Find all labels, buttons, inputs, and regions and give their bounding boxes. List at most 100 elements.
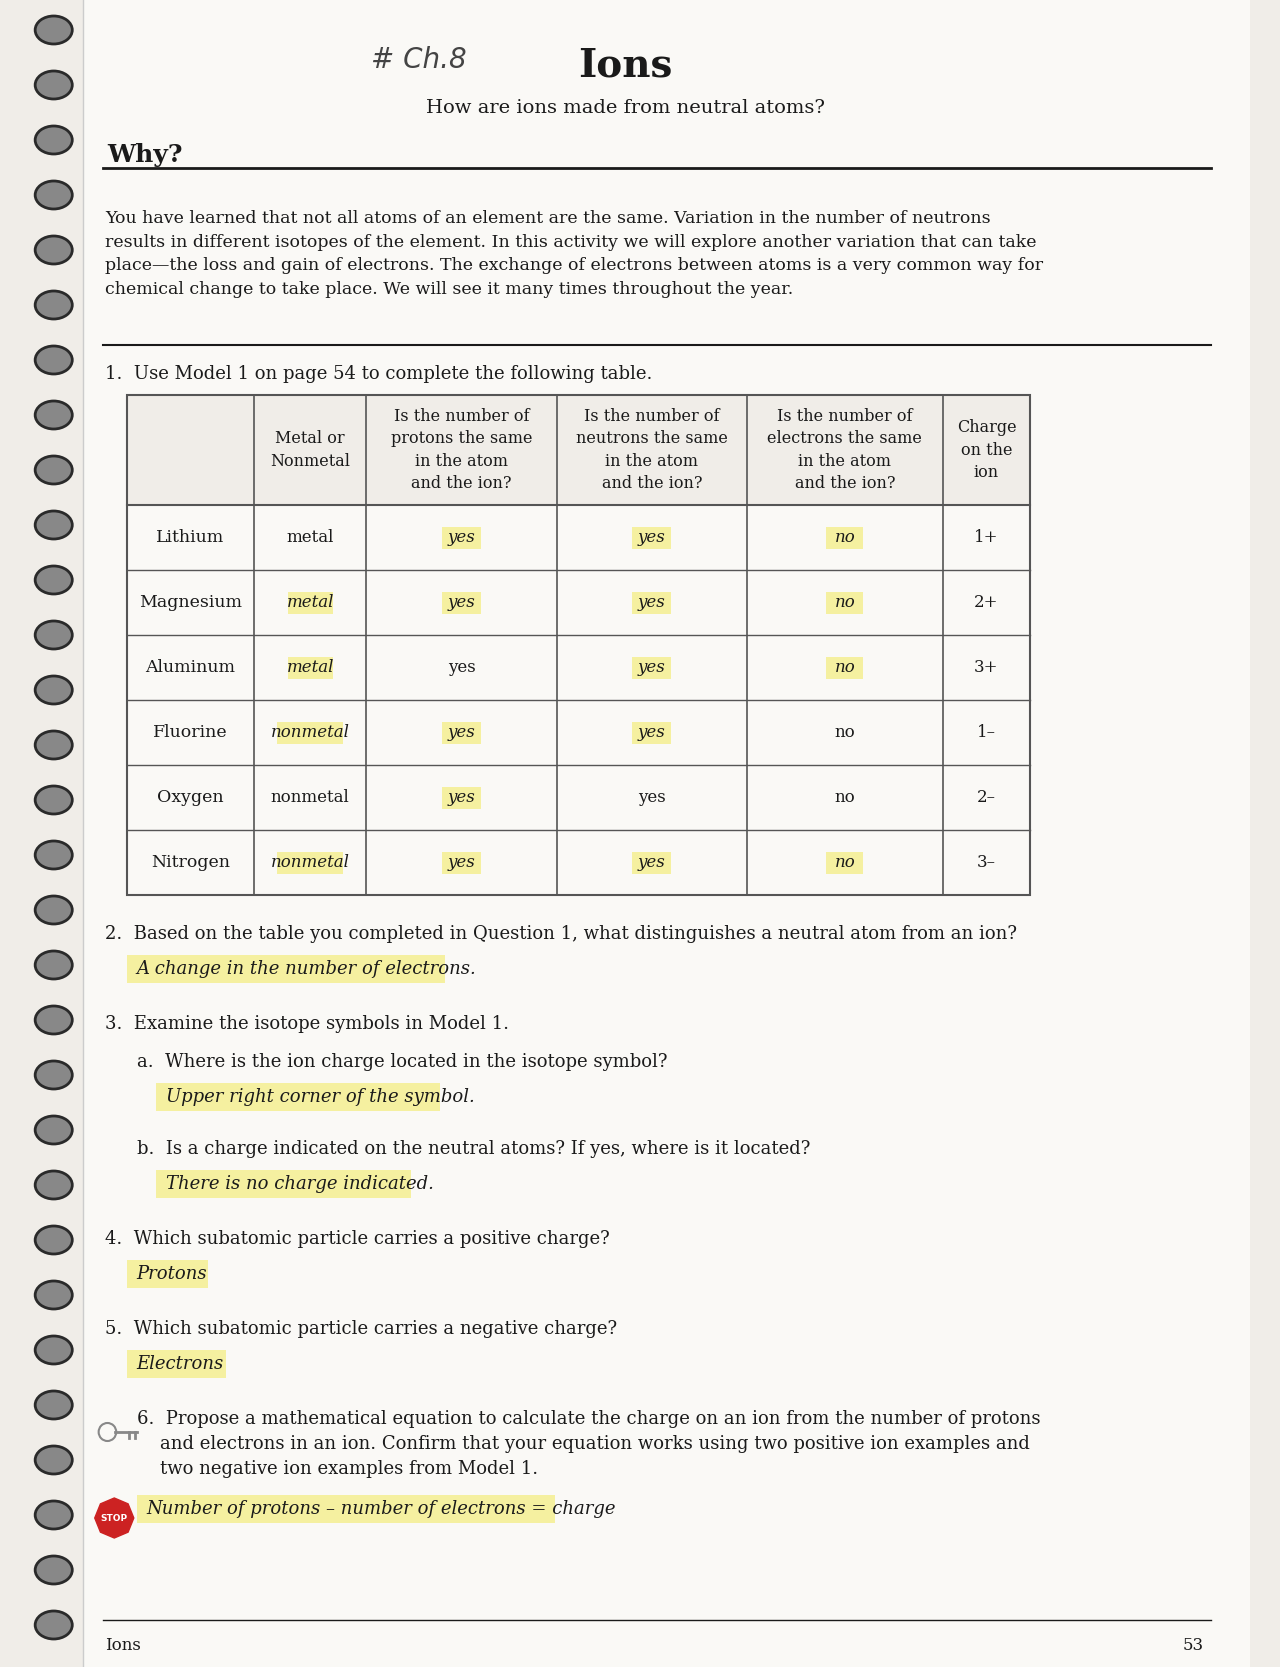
Text: 1–: 1–: [977, 723, 996, 742]
Text: 2+: 2+: [974, 593, 998, 612]
Text: b.  Is a charge indicated on the neutral atoms? If yes, where is it located?: b. Is a charge indicated on the neutral …: [137, 1140, 810, 1159]
Bar: [442, 592, 481, 613]
Ellipse shape: [35, 840, 72, 869]
Text: metal: metal: [287, 528, 334, 547]
Text: a.  Where is the ion charge located in the isotope symbol?: a. Where is the ion charge located in th…: [137, 1054, 667, 1070]
Text: no: no: [835, 723, 855, 742]
Text: Ions: Ions: [577, 47, 672, 83]
Text: How are ions made from neutral atoms?: How are ions made from neutral atoms?: [425, 98, 824, 117]
Text: 1.  Use Model 1 on page 54 to complete the following table.: 1. Use Model 1 on page 54 to complete th…: [105, 365, 653, 383]
Text: Charge
on the
ion: Charge on the ion: [956, 420, 1016, 480]
Ellipse shape: [35, 677, 72, 703]
Bar: [127, 395, 1030, 895]
Text: 4.  Which subatomic particle carries a positive charge?: 4. Which subatomic particle carries a po…: [105, 1230, 611, 1249]
Bar: [127, 955, 445, 984]
Text: 6.  Propose a mathematical equation to calculate the charge on an ion from the n: 6. Propose a mathematical equation to ca…: [137, 1410, 1041, 1479]
Text: # Ch.8: # Ch.8: [371, 47, 467, 73]
Bar: [442, 787, 481, 808]
Bar: [632, 527, 672, 548]
Ellipse shape: [35, 567, 72, 593]
Bar: [827, 592, 864, 613]
Text: yes: yes: [637, 854, 666, 870]
Ellipse shape: [35, 1005, 72, 1034]
Text: Lithium: Lithium: [156, 528, 224, 547]
Ellipse shape: [35, 732, 72, 758]
Bar: [156, 1084, 440, 1110]
Ellipse shape: [35, 1225, 72, 1254]
Text: yes: yes: [637, 658, 666, 677]
Text: Electrons: Electrons: [137, 1355, 224, 1374]
Text: Magnesium: Magnesium: [140, 593, 242, 612]
Text: 1+: 1+: [974, 528, 998, 547]
Bar: [156, 1170, 411, 1199]
Text: Protons: Protons: [137, 1265, 207, 1284]
Text: 3.  Examine the isotope symbols in Model 1.: 3. Examine the isotope symbols in Model …: [105, 1015, 509, 1034]
Bar: [632, 657, 672, 678]
Bar: [632, 592, 672, 613]
Text: A change in the number of electrons.: A change in the number of electrons.: [137, 960, 476, 979]
Ellipse shape: [35, 622, 72, 648]
Bar: [442, 852, 481, 874]
Bar: [632, 722, 672, 743]
Bar: [276, 852, 343, 874]
Text: Is the number of
protons the same
in the atom
and the ion?: Is the number of protons the same in the…: [390, 408, 532, 492]
Text: nonmetal: nonmetal: [271, 788, 349, 807]
Text: yes: yes: [448, 854, 475, 870]
Ellipse shape: [35, 895, 72, 924]
Text: Ions: Ions: [105, 1637, 141, 1654]
Bar: [127, 1260, 209, 1289]
Bar: [127, 395, 1030, 505]
Ellipse shape: [35, 72, 72, 98]
Text: Nitrogen: Nitrogen: [151, 854, 230, 870]
Text: Is the number of
neutrons the same
in the atom
and the ion?: Is the number of neutrons the same in th…: [576, 408, 728, 492]
Text: yes: yes: [448, 658, 475, 677]
Text: Is the number of
electrons the same
in the atom
and the ion?: Is the number of electrons the same in t…: [768, 408, 923, 492]
Ellipse shape: [35, 787, 72, 813]
Text: yes: yes: [637, 593, 666, 612]
Ellipse shape: [35, 17, 72, 43]
Text: 2–: 2–: [977, 788, 996, 807]
Text: There is no charge indicated.: There is no charge indicated.: [166, 1175, 434, 1194]
Text: 2.  Based on the table you completed in Question 1, what distinguishes a neutral: 2. Based on the table you completed in Q…: [105, 925, 1018, 944]
Ellipse shape: [35, 347, 72, 373]
Text: Number of protons – number of electrons = charge: Number of protons – number of electrons …: [146, 1500, 616, 1519]
Ellipse shape: [35, 1390, 72, 1419]
Ellipse shape: [35, 1555, 72, 1584]
Text: yes: yes: [637, 528, 666, 547]
Text: metal: metal: [287, 658, 334, 677]
Ellipse shape: [35, 1445, 72, 1474]
Ellipse shape: [35, 292, 72, 318]
Bar: [288, 592, 333, 613]
Bar: [288, 657, 333, 678]
Bar: [127, 1350, 225, 1379]
Ellipse shape: [35, 127, 72, 153]
Text: no: no: [835, 788, 855, 807]
Text: 5.  Which subatomic particle carries a negative charge?: 5. Which subatomic particle carries a ne…: [105, 1320, 618, 1339]
Ellipse shape: [35, 402, 72, 428]
Text: 53: 53: [1183, 1637, 1203, 1654]
Text: You have learned that not all atoms of an element are the same. Variation in the: You have learned that not all atoms of a…: [105, 210, 1043, 297]
Ellipse shape: [35, 950, 72, 979]
Text: yes: yes: [448, 593, 475, 612]
Text: nonmetal: nonmetal: [270, 854, 349, 870]
Text: Oxygen: Oxygen: [157, 788, 224, 807]
Text: yes: yes: [637, 723, 666, 742]
Bar: [632, 852, 672, 874]
Text: no: no: [835, 854, 855, 870]
Text: Fluorine: Fluorine: [154, 723, 228, 742]
Ellipse shape: [35, 1610, 72, 1639]
Bar: [442, 527, 481, 548]
Bar: [827, 527, 864, 548]
Text: yes: yes: [448, 723, 475, 742]
Text: nonmetal: nonmetal: [270, 723, 349, 742]
Text: metal: metal: [287, 593, 334, 612]
Text: yes: yes: [448, 528, 475, 547]
Ellipse shape: [35, 1500, 72, 1529]
Ellipse shape: [35, 1335, 72, 1364]
Ellipse shape: [35, 1060, 72, 1089]
Bar: [276, 722, 343, 743]
Ellipse shape: [35, 1170, 72, 1199]
Bar: [137, 1495, 554, 1524]
Bar: [827, 852, 864, 874]
Text: Why?: Why?: [108, 143, 183, 167]
